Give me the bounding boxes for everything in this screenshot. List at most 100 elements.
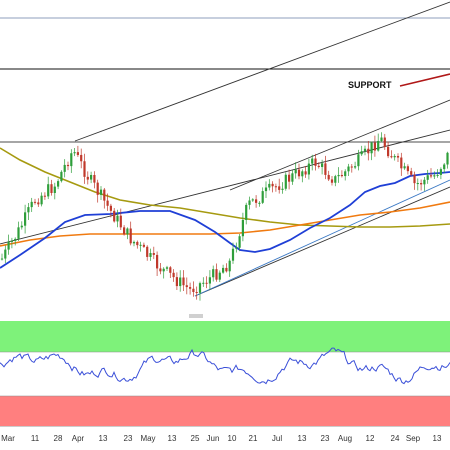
candle-body <box>185 285 188 288</box>
candle-body <box>278 186 281 190</box>
candle-body <box>357 154 360 167</box>
candle-body <box>231 248 235 261</box>
x-tick-label: 10 <box>228 434 237 443</box>
candle-body <box>396 155 400 158</box>
x-tick-label: Aug <box>338 434 352 443</box>
candle-body <box>439 169 442 175</box>
candle-body <box>301 171 304 177</box>
candle-body <box>436 174 439 176</box>
candle-body <box>387 146 390 157</box>
candle-body <box>90 174 93 180</box>
sma-fast-line <box>0 171 450 269</box>
candle-body <box>17 227 20 239</box>
candle-body <box>24 212 27 226</box>
candle-body <box>205 282 208 284</box>
candle-body <box>383 137 386 147</box>
candle-body <box>340 174 343 177</box>
pane-separator[interactable] <box>0 313 450 321</box>
candle-body <box>192 288 195 292</box>
x-tick-label: 13 <box>99 434 108 443</box>
lower-channel-line <box>194 186 450 297</box>
candle-body <box>60 171 63 182</box>
x-tick-label: 11 <box>31 434 40 443</box>
candle-body <box>83 161 86 177</box>
candle-body <box>255 199 258 203</box>
candle-body <box>413 174 416 184</box>
candle-body <box>106 200 109 206</box>
candles <box>0 132 449 301</box>
candle-body <box>215 269 218 280</box>
candle-body <box>373 142 376 151</box>
candle-body <box>80 154 83 162</box>
candle-body <box>317 165 320 167</box>
x-tick-label: 13 <box>298 434 307 443</box>
oversold-band <box>0 396 450 426</box>
blue-trendline <box>194 179 450 297</box>
candle-body <box>264 187 268 192</box>
oscillator-panel <box>0 321 450 426</box>
x-tick-label: 13 <box>168 434 177 443</box>
candle-body <box>40 195 43 205</box>
price-panel-background <box>0 0 450 313</box>
candle-body <box>7 241 10 250</box>
candle-body <box>139 244 142 246</box>
candle-body <box>228 260 231 272</box>
price-panel: SUPPORT <box>0 0 450 321</box>
candle-body <box>367 148 370 154</box>
candle-body <box>119 215 122 228</box>
candle-body <box>393 155 396 158</box>
candle-body <box>347 166 350 172</box>
candle-body <box>218 272 221 280</box>
candle-body <box>420 183 423 185</box>
x-tick-label: 12 <box>366 434 375 443</box>
candle-body <box>350 166 353 168</box>
candle-body <box>288 174 291 182</box>
candle-body <box>225 267 228 272</box>
candle-body <box>57 181 60 187</box>
candle-body <box>241 219 244 237</box>
candle-body <box>284 174 287 189</box>
candle-body <box>132 241 136 244</box>
x-tick-label: Sep <box>406 434 421 443</box>
candle-body <box>311 158 314 164</box>
candle-body <box>433 175 436 177</box>
x-axis-ticks: Mar 11 28 Apr 13 23 May 13 25 Jun 10 21 Jul 13 23 Aug 12… <box>1 434 442 443</box>
candle-body <box>354 166 357 168</box>
candle-body <box>245 204 248 220</box>
candle-body <box>198 283 202 293</box>
candle-body <box>423 179 426 185</box>
x-tick-label: Jul <box>272 434 282 443</box>
sma-mid-line <box>0 201 450 247</box>
candle-body <box>179 277 182 287</box>
candle-body <box>400 157 403 169</box>
candle-body <box>43 195 46 197</box>
support-arrow-line <box>399 73 450 87</box>
candle-body <box>20 225 23 228</box>
x-tick-label: Jun <box>207 434 220 443</box>
candle-body <box>446 152 449 165</box>
candle-body <box>390 156 393 158</box>
candle-body <box>321 163 324 167</box>
candle-body <box>96 182 99 195</box>
candle-body <box>330 179 334 183</box>
candle-body <box>429 175 433 177</box>
neutral-band <box>0 352 450 396</box>
candle-body <box>27 207 30 213</box>
candle-body <box>377 140 380 151</box>
candle-body <box>123 227 126 235</box>
candle-body <box>307 163 310 175</box>
candle-body <box>169 267 172 273</box>
candle-body <box>268 183 271 188</box>
candle-body <box>165 267 169 269</box>
candle-body <box>47 184 50 197</box>
candle-body <box>10 240 13 242</box>
x-tick-label: 23 <box>321 434 330 443</box>
candle-body <box>86 176 89 180</box>
candle-body <box>370 142 373 154</box>
candle-body <box>136 241 139 246</box>
candle-body <box>14 238 17 241</box>
candle-body <box>73 152 76 154</box>
x-tick-label: Mar <box>1 434 15 443</box>
